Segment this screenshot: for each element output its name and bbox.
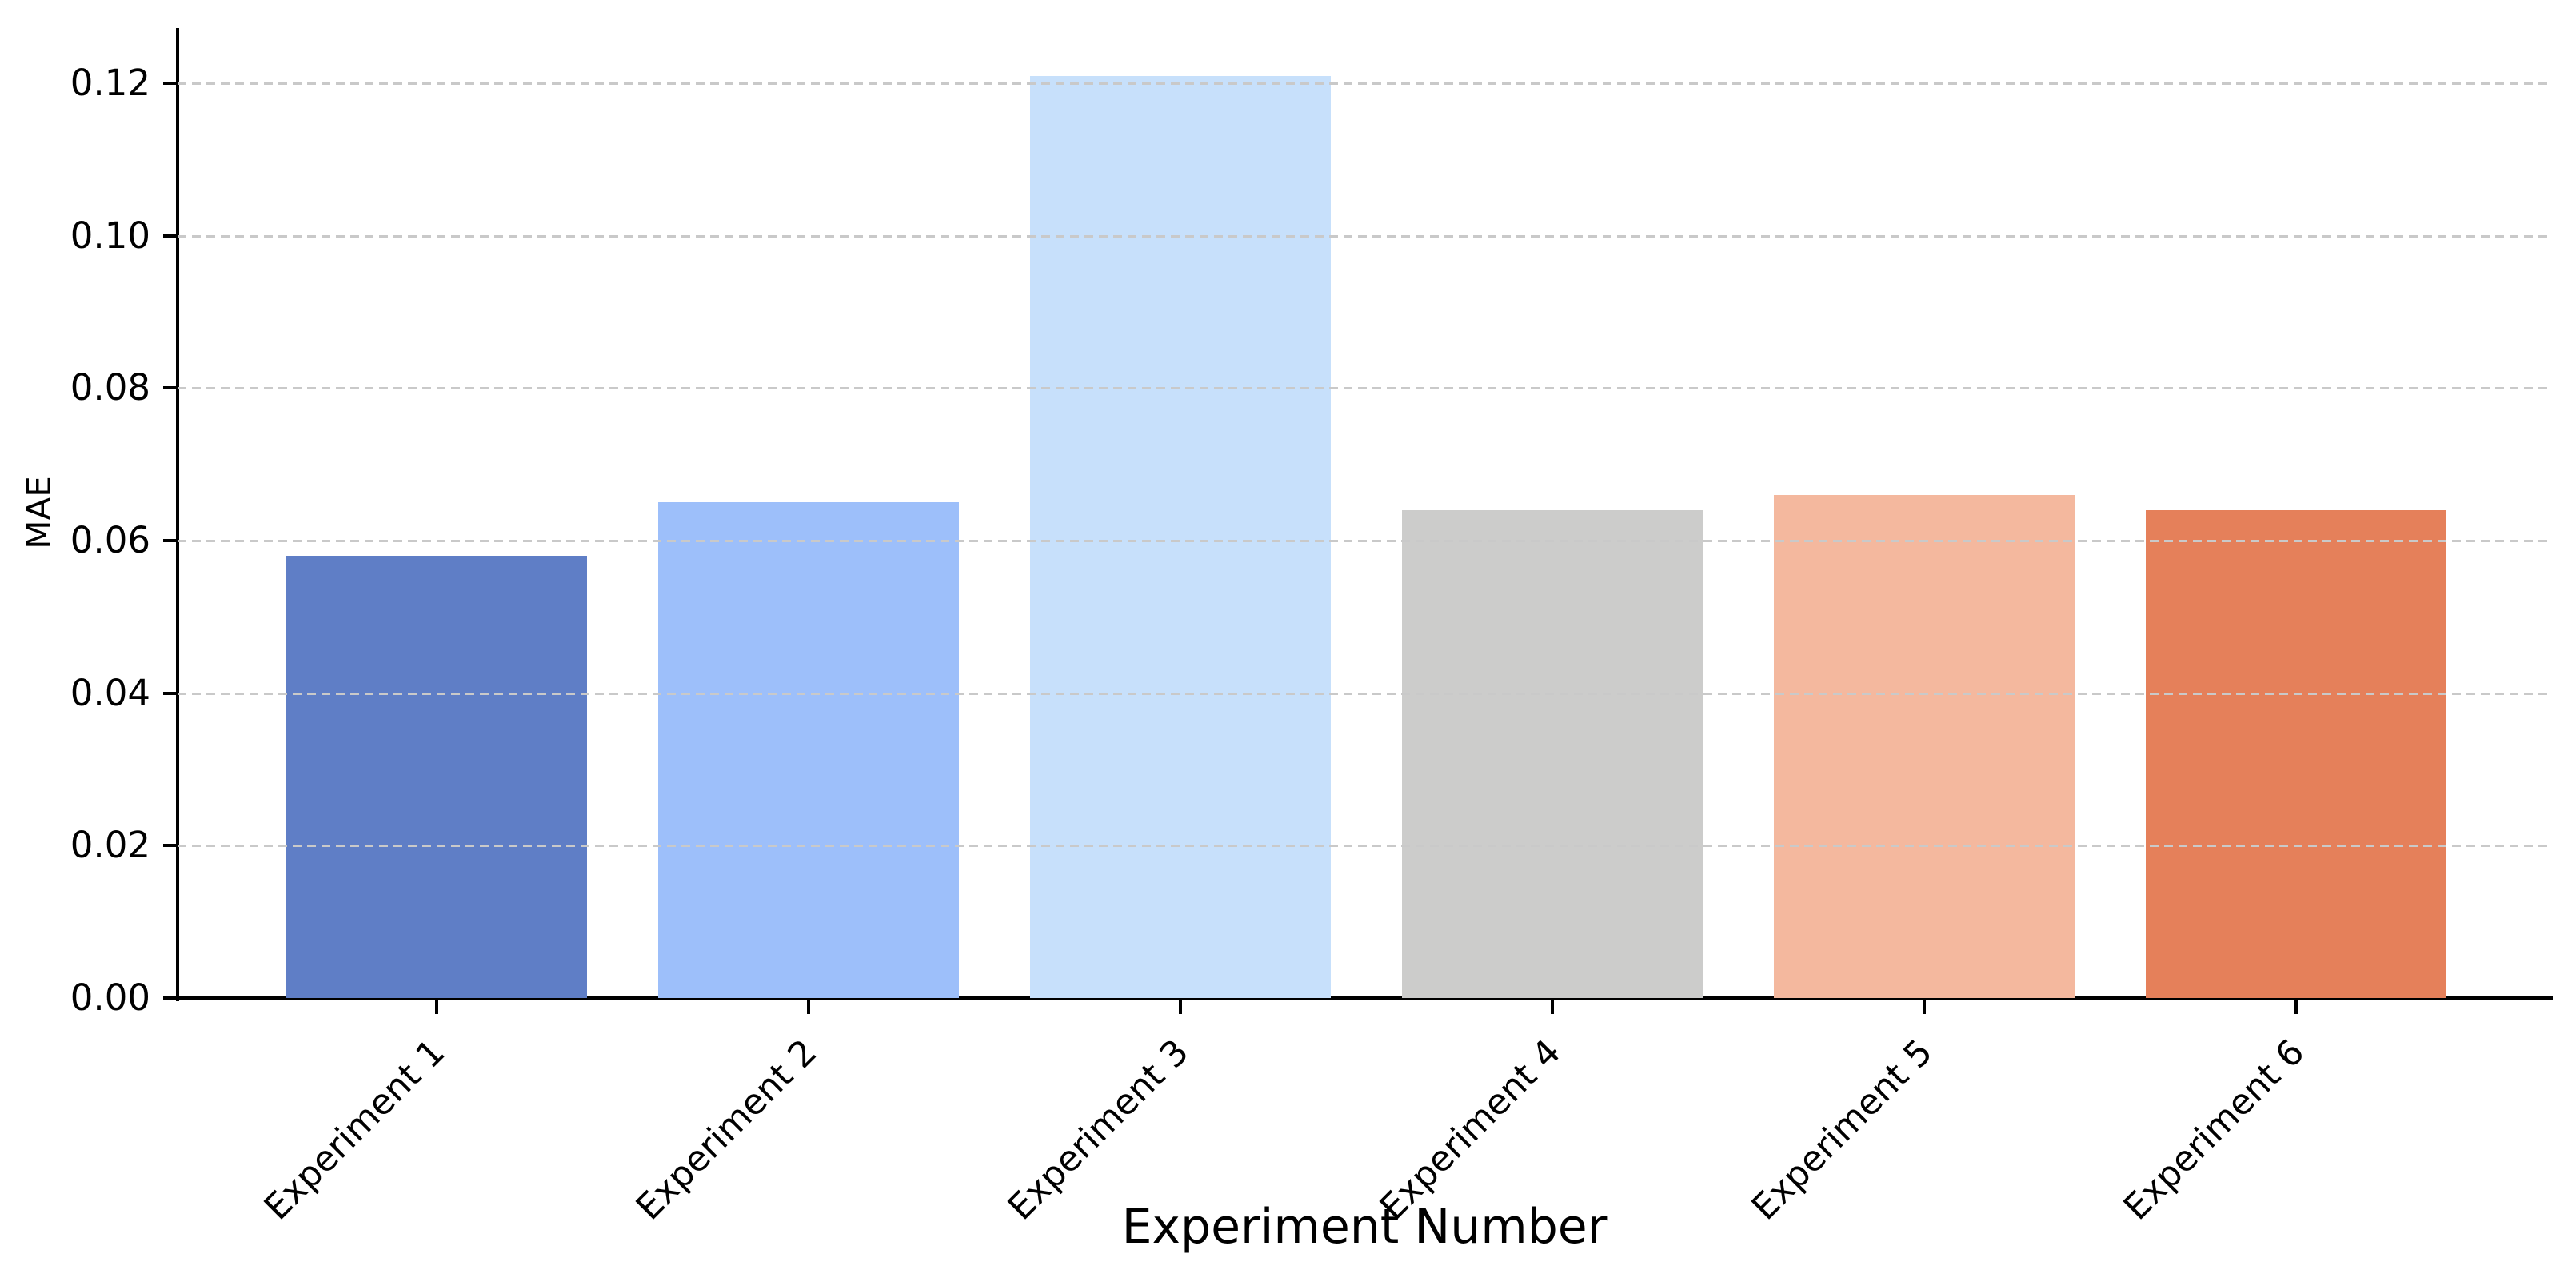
y-tick-label: 0.06 xyxy=(70,519,150,561)
y-tick-0.08 xyxy=(163,386,178,389)
x-tick-3 xyxy=(1179,1000,1182,1014)
y-tick-0.04 xyxy=(163,692,178,695)
gridline-0.10 xyxy=(178,234,2551,238)
x-axis-spine xyxy=(176,996,2553,1000)
gridline-0.02 xyxy=(178,845,2551,848)
y-tick-label: 0.04 xyxy=(70,672,150,714)
gridline-0.04 xyxy=(178,692,2551,695)
y-tick-0.02 xyxy=(163,844,178,847)
x-axis-label: Experiment Number xyxy=(1121,1199,1608,1255)
y-tick-0.06 xyxy=(163,539,178,542)
y-tick-label: 0.08 xyxy=(70,366,150,409)
x-tick-1 xyxy=(435,1000,438,1014)
bar-experiment-5 xyxy=(1774,495,2075,998)
y-tick-0.10 xyxy=(163,234,178,238)
y-tick-0.12 xyxy=(163,82,178,85)
bar-experiment-1 xyxy=(286,556,587,998)
bar-experiment-4 xyxy=(1402,510,1703,998)
y-tick-label: 0.10 xyxy=(70,214,150,257)
x-tick-2 xyxy=(807,1000,810,1014)
y-tick-label: 0.02 xyxy=(70,824,150,866)
y-tick-label: 0.12 xyxy=(70,62,150,104)
bar-experiment-2 xyxy=(658,502,959,998)
x-tick-5 xyxy=(1923,1000,1926,1014)
gridline-0.08 xyxy=(178,387,2551,390)
gridline-0.06 xyxy=(178,540,2551,543)
x-tick-4 xyxy=(1551,1000,1554,1014)
y-axis-spine xyxy=(176,28,179,1001)
plot-area xyxy=(178,28,2551,998)
bar-experiment-6 xyxy=(2146,510,2446,998)
bar-experiment-3 xyxy=(1030,76,1331,998)
x-tick-6 xyxy=(2294,1000,2298,1014)
y-tick-0.00 xyxy=(163,996,178,1000)
y-tick-label: 0.00 xyxy=(70,976,150,1019)
gridline-0.12 xyxy=(178,82,2551,86)
